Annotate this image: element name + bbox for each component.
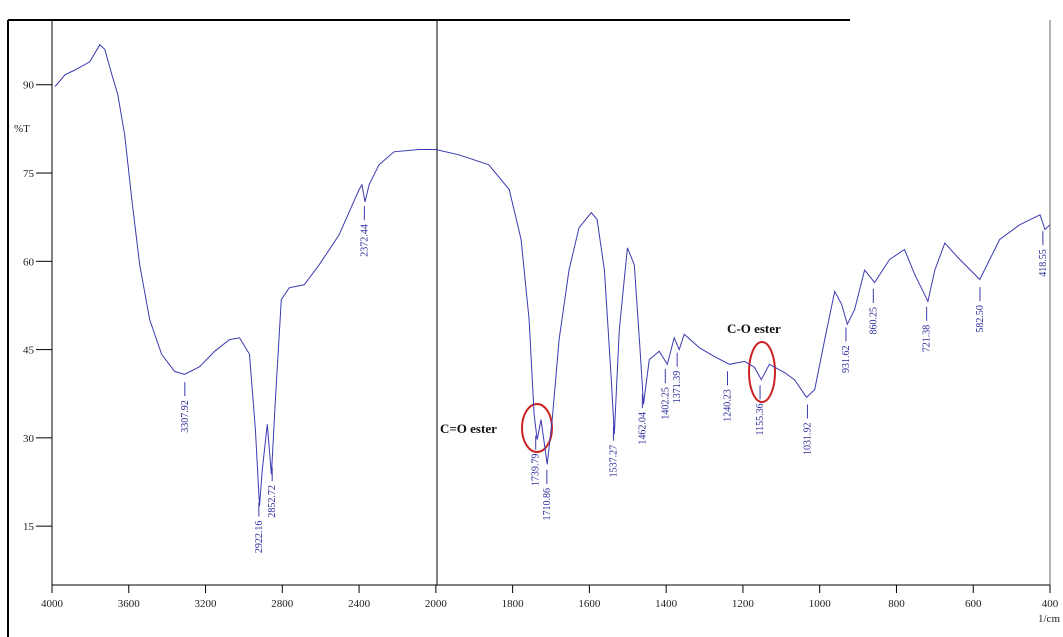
peak-label: 721.38 — [922, 325, 933, 353]
y-tick-label: 90 — [23, 80, 35, 92]
x-tick-label: 1800 — [502, 598, 525, 610]
x-tick-label: 3200 — [195, 598, 218, 610]
x-tick-label: 2000 — [425, 598, 448, 610]
x-tick-label: 3600 — [118, 598, 141, 610]
spectrum-line — [55, 45, 1050, 506]
peak-label: 1537.27 — [608, 445, 619, 478]
peak-label: 418.55 — [1038, 249, 1049, 277]
y-tick-label: 60 — [23, 256, 35, 268]
x-tick-label: 1200 — [732, 598, 755, 610]
peak-label: 860.25 — [868, 307, 879, 335]
x-tick-label: 1600 — [578, 598, 601, 610]
peak-label: 1031.92 — [802, 422, 813, 455]
peak-label: 2372.44 — [359, 224, 370, 257]
peak-label: 1710.86 — [542, 488, 553, 521]
x-tick-label: 600 — [965, 598, 982, 610]
x-tick-label: 2400 — [348, 598, 371, 610]
peak-label: 3307.92 — [180, 400, 191, 433]
highlight-circle — [749, 342, 775, 402]
peak-label: 1371.39 — [672, 371, 683, 404]
x-tick-label: 1400 — [655, 598, 678, 610]
peak-label: 2852.72 — [267, 485, 278, 518]
x-tick-label: 1000 — [809, 598, 832, 610]
y-tick-label: 45 — [23, 345, 35, 357]
annotation: C-O ester — [727, 321, 781, 336]
x-tick-label: 2800 — [271, 598, 294, 610]
x-tick-label: 800 — [888, 598, 905, 610]
peak-label: 1462.04 — [637, 412, 648, 445]
annotation: C=O ester — [440, 421, 497, 436]
x-tick-label: 4000 — [41, 598, 64, 610]
y-tick-label: 30 — [23, 433, 35, 445]
x-axis-label: 1/cm — [1038, 613, 1060, 625]
y-tick-label: 15 — [23, 521, 35, 533]
y-tick-label: 75 — [23, 168, 35, 180]
peak-label: 1739.79 — [531, 454, 542, 487]
peak-label: 582.50 — [975, 305, 986, 333]
peak-label: 1240.23 — [722, 389, 733, 422]
peak-label: 931.62 — [841, 345, 852, 373]
peak-label: 2922.16 — [254, 521, 265, 554]
peak-label: 1155.36 — [755, 403, 766, 435]
y-axis-label: %T — [14, 123, 30, 135]
highlight-circle — [522, 404, 552, 452]
peak-label: 1402.25 — [660, 387, 671, 420]
chart: %T 1/cm C=O ester C-O ester 15 30 45 60 75 90… — [0, 0, 1063, 637]
x-tick-label: 400 — [1042, 598, 1059, 610]
